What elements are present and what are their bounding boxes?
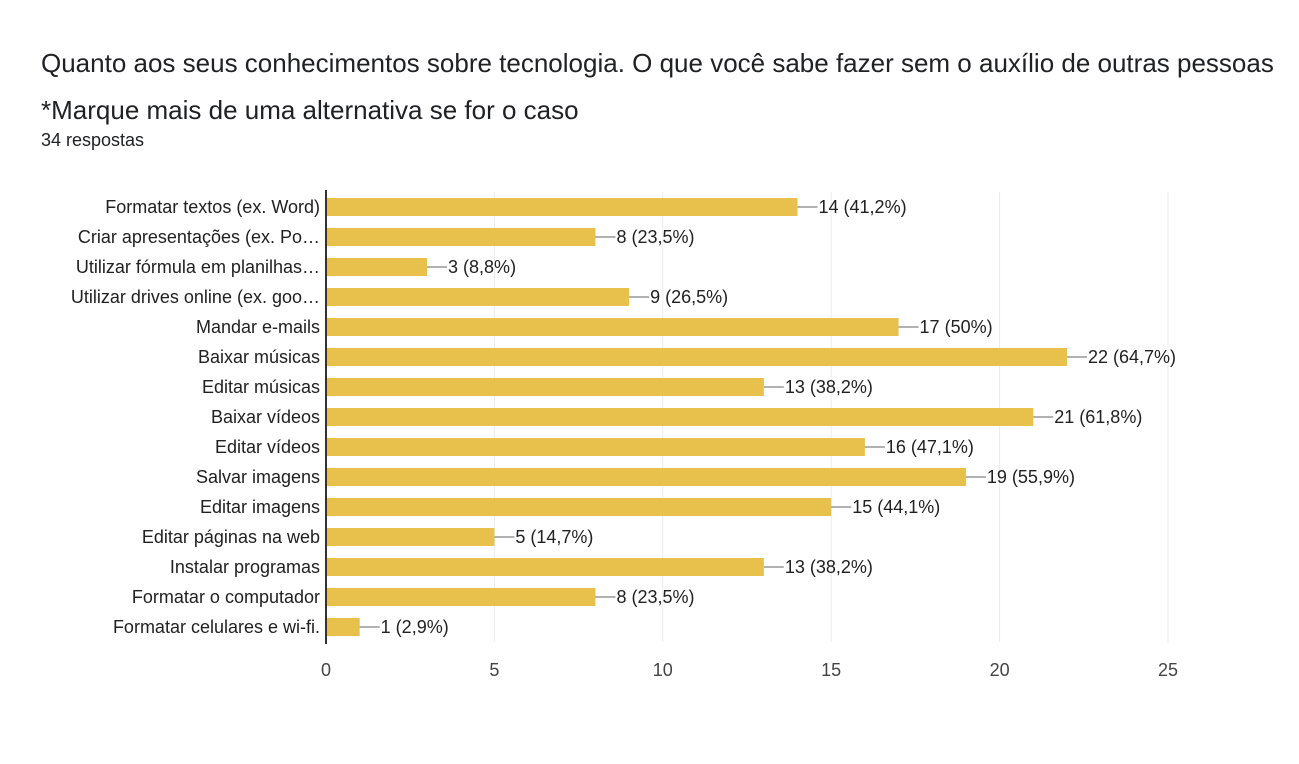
category-label: Criar apresentações (ex. Po… [78,227,320,247]
chart-title: Quanto aos seus conhecimentos sobre tecn… [41,48,1274,125]
x-tick-label: 5 [489,660,499,680]
category-label: Editar imagens [200,497,320,517]
data-label: 14 (41,2%) [819,197,907,217]
data-label: 17 (50%) [920,317,993,337]
x-tick-label: 10 [653,660,673,680]
bar [326,468,966,486]
category-label: Instalar programas [170,557,320,577]
data-label: 1 (2,9%) [381,617,449,637]
bar [326,288,630,306]
bar [326,348,1067,366]
data-label: 3 (8,8%) [448,257,516,277]
category-label: Utilizar drives online (ex. goo… [71,287,320,307]
category-label: Baixar músicas [198,347,320,367]
bar [326,318,899,336]
x-tick-label: 20 [990,660,1010,680]
bar [326,198,798,216]
data-label: 13 (38,2%) [785,557,873,577]
category-label: Formatar o computador [132,587,320,607]
category-label: Editar músicas [202,377,320,397]
bar [326,378,764,396]
category-label: Baixar vídeos [211,407,320,427]
bar [326,528,495,546]
bar [326,258,428,276]
x-tick-label: 15 [821,660,841,680]
bar [326,558,764,576]
x-tick-label: 25 [1158,660,1178,680]
category-label: Utilizar fórmula em planilhas… [76,257,320,277]
data-label: 16 (47,1%) [886,437,974,457]
data-label: 15 (44,1%) [852,497,940,517]
bar [326,438,865,456]
data-label: 22 (64,7%) [1088,347,1176,367]
category-label: Formatar textos (ex. Word) [105,197,320,217]
data-label: 19 (55,9%) [987,467,1075,487]
category-label: Salvar imagens [196,467,320,487]
response-count: 34 respostas [41,130,145,150]
data-label: 8 (23,5%) [616,227,694,247]
category-label: Editar páginas na web [142,527,320,547]
data-label: 5 (14,7%) [515,527,593,547]
bar [326,408,1034,426]
data-label: 21 (61,8%) [1054,407,1142,427]
bar [326,228,596,246]
bar [326,588,596,606]
bar [326,498,832,516]
data-label: 9 (26,5%) [650,287,728,307]
category-label: Formatar celulares e wi-fi. [113,617,320,637]
x-tick-label: 0 [321,660,331,680]
category-label: Mandar e-mails [196,317,320,337]
data-label: 8 (23,5%) [616,587,694,607]
bar [326,618,360,636]
category-label: Editar vídeos [215,437,320,457]
data-label: 13 (38,2%) [785,377,873,397]
